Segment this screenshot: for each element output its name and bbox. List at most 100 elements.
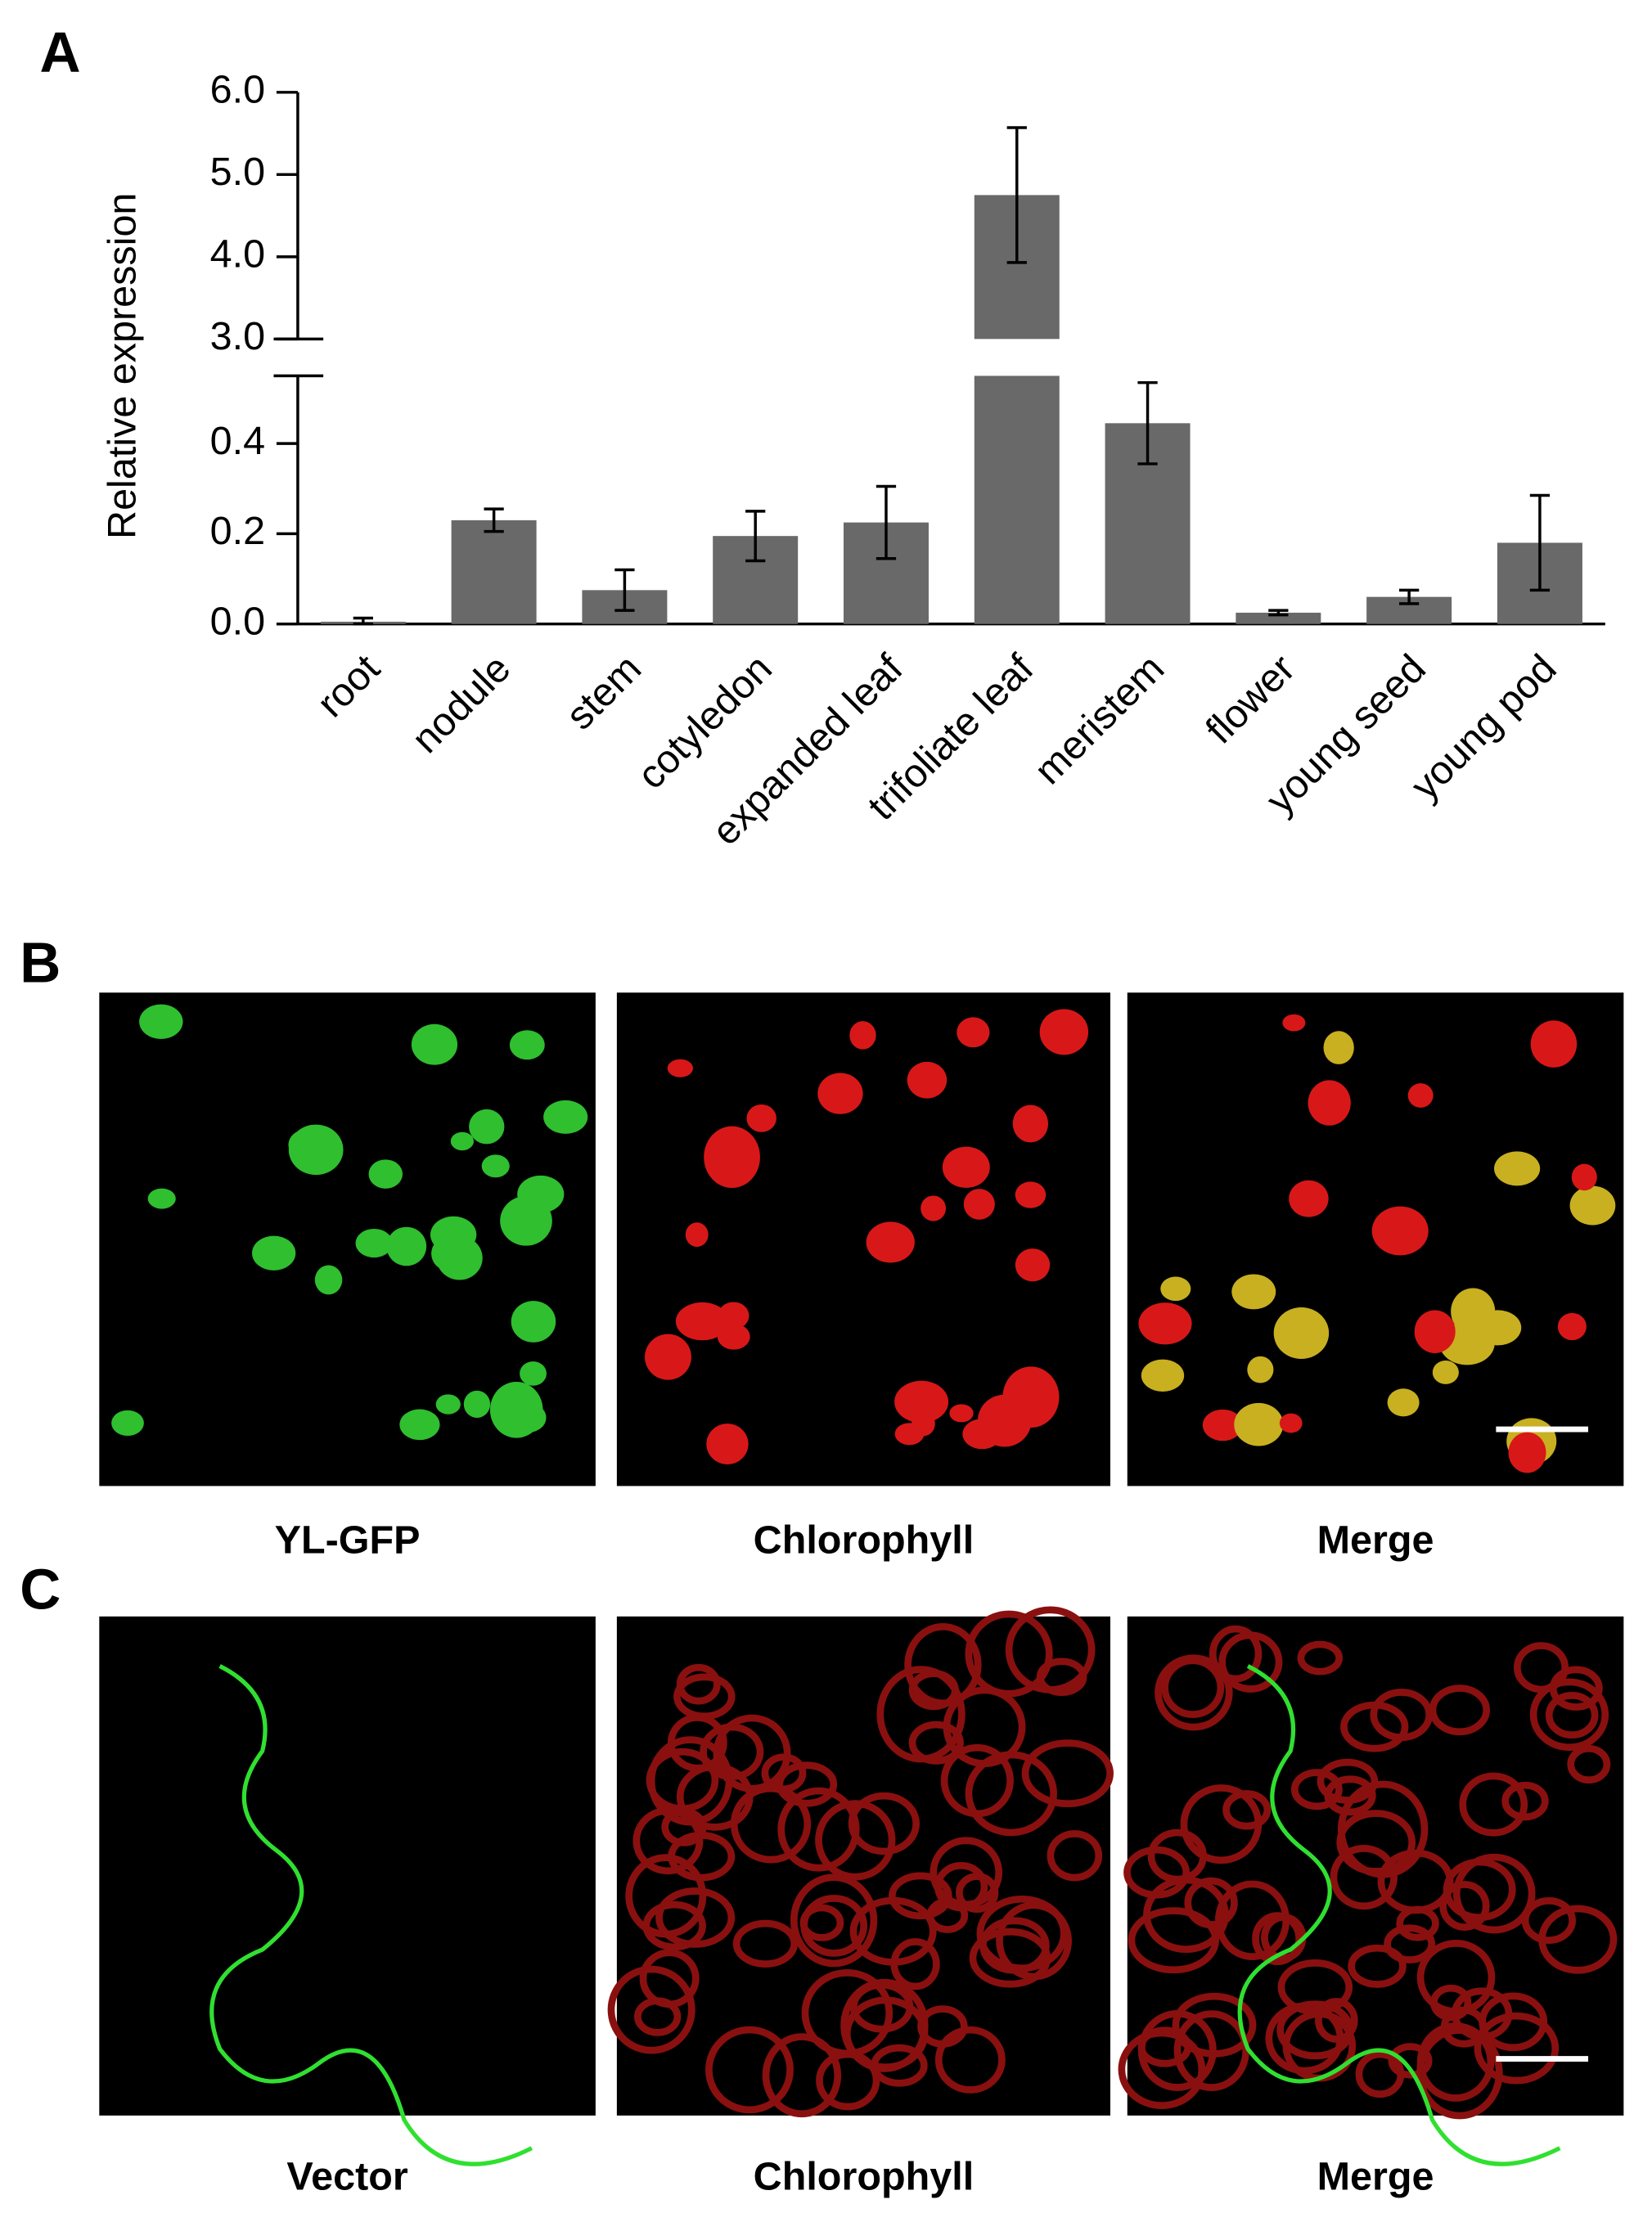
cell (463, 1390, 491, 1418)
cell (1289, 1180, 1329, 1217)
cell (1340, 1701, 1409, 1752)
caption: YL-GFP (275, 1518, 421, 1563)
cell (509, 1030, 545, 1060)
cell (520, 1361, 547, 1386)
cell (1315, 1998, 1358, 2043)
cell (288, 1129, 324, 1160)
cell (969, 1927, 1051, 1988)
panel-label: B (20, 930, 61, 994)
cell (1355, 2050, 1405, 2098)
cell (1348, 1944, 1407, 1988)
cell (907, 1061, 948, 1099)
cell (956, 1873, 999, 1914)
cell (481, 1154, 510, 1178)
cell (1474, 2012, 1560, 2085)
cell (1557, 1312, 1587, 1341)
cell (876, 1666, 966, 1763)
y-tick-label: 3.0 (210, 314, 265, 358)
cell (489, 1382, 543, 1438)
cell (1160, 1276, 1191, 1302)
cell (1012, 1104, 1049, 1143)
cell (1172, 1992, 1257, 2058)
cell (1387, 1388, 1420, 1417)
cell (1330, 1845, 1398, 1910)
cell (957, 1017, 990, 1048)
cell (1521, 1897, 1576, 1944)
cell (469, 1109, 505, 1145)
cell (632, 1806, 704, 1875)
cell (511, 1301, 556, 1343)
caption: Chlorophyll (754, 2155, 975, 2199)
cell (840, 1978, 929, 2072)
y-tick-label: 5.0 (210, 150, 265, 194)
cell (252, 1235, 296, 1271)
cell (746, 1104, 776, 1132)
cell (894, 1380, 949, 1424)
cell (1429, 1684, 1491, 1736)
cell (685, 1222, 709, 1247)
cell (386, 1226, 427, 1266)
cell (673, 1673, 736, 1720)
cell (1234, 1402, 1284, 1446)
cell (676, 1763, 754, 1831)
membrane (209, 1664, 533, 2166)
cell (926, 1897, 969, 1933)
cell (1202, 1409, 1243, 1442)
x-tick-label: meristem (1026, 646, 1173, 793)
cell (1005, 1606, 1096, 1693)
cell (705, 2026, 794, 2114)
cell (777, 1787, 860, 1872)
cell (996, 1901, 1072, 1981)
cell (1377, 1849, 1454, 1914)
cell (866, 1221, 915, 1263)
cell (314, 1265, 343, 1295)
cell (706, 1424, 749, 1464)
cell (963, 1189, 995, 1220)
cell (1416, 2022, 1495, 2102)
cell (1324, 1775, 1376, 1816)
cell (1015, 1248, 1051, 1282)
cell (1297, 1640, 1343, 1675)
cell (1161, 1657, 1225, 1718)
bar (451, 520, 537, 624)
cell (1173, 2010, 1249, 2091)
cell (1279, 1413, 1303, 1433)
cell (1508, 1432, 1546, 1473)
cell (1452, 1853, 1536, 1934)
cell (139, 1004, 183, 1039)
cell (713, 1714, 791, 1792)
cell (1494, 1151, 1541, 1186)
cell (790, 1873, 878, 1968)
cell (908, 1720, 964, 1765)
cell (639, 1949, 700, 2008)
cell (399, 1409, 440, 1441)
cell (1439, 1881, 1490, 1931)
x-tick-label: root (308, 646, 389, 726)
cell (1545, 1691, 1599, 1739)
cell (1323, 1031, 1354, 1064)
cell (1015, 1181, 1047, 1208)
cell (1501, 1781, 1549, 1821)
cell (762, 2033, 842, 2118)
cell (1138, 1302, 1192, 1345)
cell (849, 1021, 876, 1050)
panel-label: C (20, 1557, 61, 1621)
y-tick-label: 0.4 (210, 419, 265, 463)
cell (517, 1175, 565, 1213)
cell (1414, 1310, 1456, 1353)
y-tick-label: 0.2 (210, 509, 265, 553)
cell (934, 2026, 1006, 2094)
cell (607, 1965, 695, 2054)
cell (921, 1195, 947, 1221)
cell (949, 1404, 974, 1423)
cell (1569, 1185, 1616, 1226)
cell (411, 1023, 458, 1065)
y-tick-label: 0.0 (210, 600, 265, 644)
y-tick-label: 4.0 (210, 232, 265, 277)
cell (368, 1159, 403, 1189)
cell (894, 1423, 925, 1446)
cell (1231, 1274, 1276, 1310)
cell (1567, 1744, 1611, 1784)
cell (942, 1146, 990, 1188)
cell (815, 1800, 896, 1881)
